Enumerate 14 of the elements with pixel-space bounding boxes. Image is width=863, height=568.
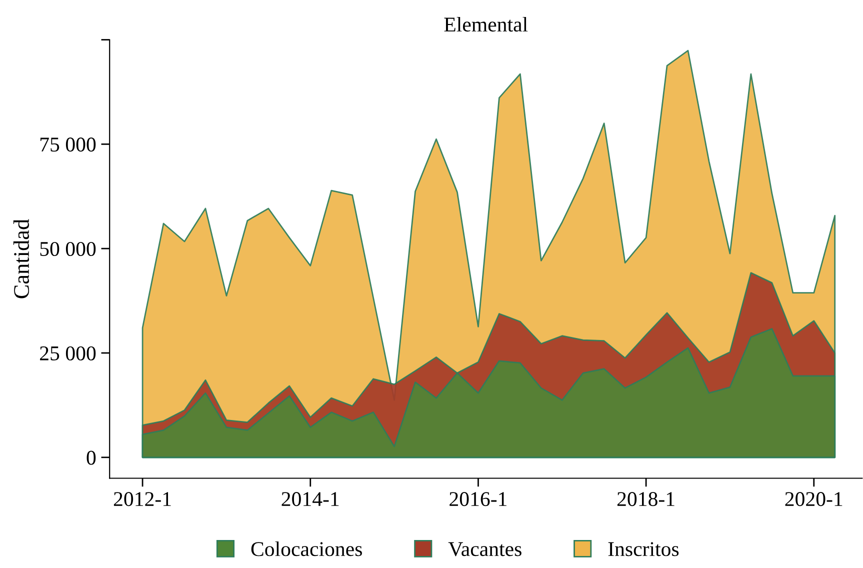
y-tick-label: 75 000: [40, 138, 96, 152]
chart-title: Elemental: [444, 16, 528, 32]
x-tick-label: 2012-1: [114, 492, 171, 506]
x-tick-label: 2014-1: [282, 492, 339, 506]
x-tick-label: 2018-1: [617, 492, 674, 506]
y-tick-label: 0: [86, 450, 96, 465]
x-tick-label: 2020-1: [785, 492, 842, 506]
y-axis-title: Cantidad: [13, 219, 30, 298]
x-tick-label: 2016-1: [450, 492, 506, 506]
y-tick-label: 50 000: [40, 242, 96, 256]
legend-label: Vacantes: [448, 542, 522, 556]
y-tick-label: 25 000: [40, 346, 96, 360]
legend-label: Inscritos: [608, 542, 679, 556]
legend-label: Colocaciones: [251, 541, 362, 556]
